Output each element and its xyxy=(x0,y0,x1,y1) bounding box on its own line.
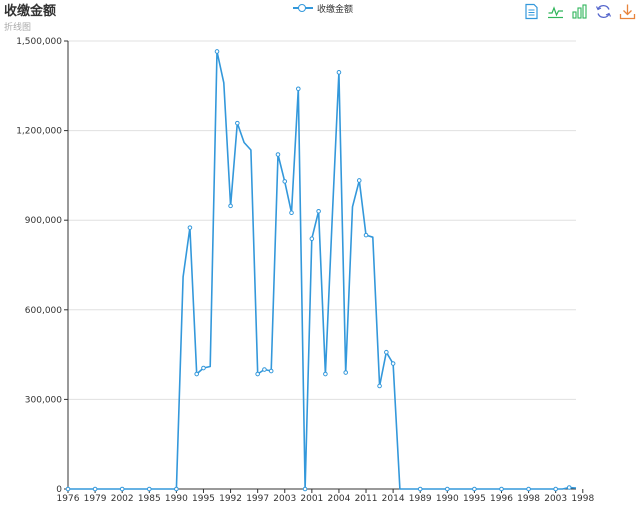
data-point xyxy=(255,371,260,377)
data-point xyxy=(235,120,240,126)
data-point xyxy=(417,486,423,492)
x-tick-label: 1979 xyxy=(84,494,107,504)
x-tick-label: 1995 xyxy=(463,494,486,504)
y-tick-label: 1,200,000 xyxy=(16,127,62,137)
data-point xyxy=(146,486,152,492)
data-point xyxy=(390,361,396,366)
data-point xyxy=(566,485,572,490)
y-tick-label: 600,000 xyxy=(25,306,62,316)
data-point xyxy=(282,179,288,184)
data-point xyxy=(275,152,281,157)
legend-item[interactable]: 收缴金额 xyxy=(293,1,353,15)
x-tick-label: 1990 xyxy=(436,494,459,504)
x-tick-label: 1985 xyxy=(138,494,161,504)
data-point xyxy=(187,225,193,230)
x-tick-label: 2001 xyxy=(300,494,323,504)
data-point xyxy=(363,232,369,238)
x-tick-label: 1990 xyxy=(165,494,188,504)
data-point xyxy=(289,210,294,216)
data-view-icon[interactable] xyxy=(523,3,540,20)
chart-subtitle: 折线图 xyxy=(4,23,32,33)
bar-chart-icon[interactable] xyxy=(571,3,588,20)
line-chart-icon[interactable] xyxy=(547,3,564,20)
data-point xyxy=(316,208,321,214)
x-tick-label: 2003 xyxy=(544,494,567,504)
x-tick-label: 1998 xyxy=(517,494,540,504)
data-point xyxy=(119,486,125,492)
data-point xyxy=(65,486,71,492)
data-point xyxy=(214,49,220,54)
x-tick-label: 1995 xyxy=(192,494,215,504)
x-tick-label: 1976 xyxy=(57,494,80,504)
data-point xyxy=(472,486,477,492)
chart-title: 收缴金额 xyxy=(4,4,57,19)
data-point xyxy=(295,86,301,92)
legend-label: 收缴金额 xyxy=(317,4,354,15)
x-tick-label: 1996 xyxy=(490,494,513,504)
series-line xyxy=(68,50,577,490)
toolbox xyxy=(523,3,636,20)
x-tick-label: 2004 xyxy=(327,494,350,504)
x-tick-label: 2014 xyxy=(382,494,405,504)
data-point xyxy=(268,368,274,374)
data-point xyxy=(356,178,362,183)
data-point xyxy=(302,486,308,492)
x-tick-label: 1992 xyxy=(219,494,242,504)
data-point xyxy=(445,486,450,492)
legend-line-marker xyxy=(293,3,313,13)
data-point xyxy=(262,367,267,372)
y-tick-label: 300,000 xyxy=(25,395,62,405)
data-point xyxy=(343,370,349,375)
data-point xyxy=(201,365,206,371)
y-tick-label: 0 xyxy=(56,485,62,495)
data-point xyxy=(228,203,233,209)
data-point xyxy=(309,236,315,242)
x-tick-label: 1997 xyxy=(246,494,269,504)
y-tick-label: 1,500,000 xyxy=(16,37,62,47)
data-point xyxy=(384,349,389,355)
x-tick-label: 1989 xyxy=(409,494,432,504)
data-point xyxy=(174,486,179,492)
x-tick-label: 2002 xyxy=(111,494,134,504)
data-point xyxy=(194,371,199,377)
data-point xyxy=(336,70,342,75)
restore-icon[interactable] xyxy=(595,3,612,20)
data-point xyxy=(377,383,382,389)
data-point xyxy=(499,486,504,492)
x-tick-label: 2003 xyxy=(273,494,296,504)
data-point xyxy=(323,371,328,377)
y-tick-label: 900,000 xyxy=(25,216,62,226)
x-tick-label: 2011 xyxy=(355,494,378,504)
data-point xyxy=(553,486,558,492)
data-point xyxy=(526,486,531,492)
save-image-icon[interactable] xyxy=(619,3,636,20)
x-tick-label: 1998 xyxy=(571,494,594,504)
data-point xyxy=(92,486,98,492)
